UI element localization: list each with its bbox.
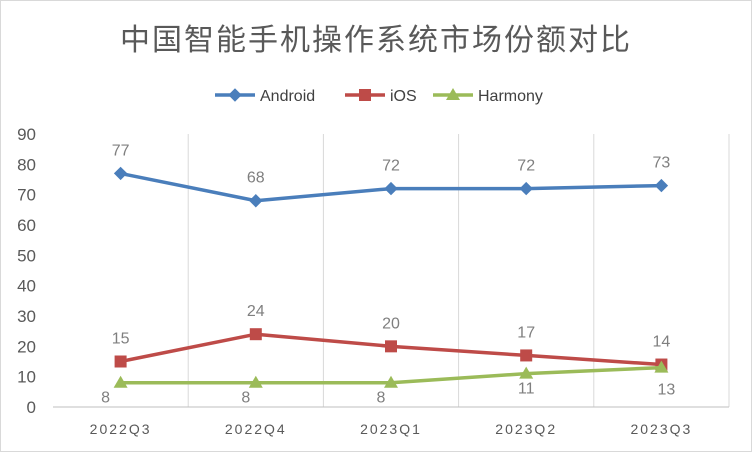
data-label: 24 <box>247 303 265 320</box>
data-label: 68 <box>247 170 265 187</box>
series-android <box>113 166 669 208</box>
data-label: 15 <box>112 331 130 348</box>
series-ios <box>114 328 668 371</box>
y-tick-label: 20 <box>17 337 36 356</box>
legend-entry-harmony: Harmony <box>433 88 543 105</box>
y-tick-label: 90 <box>17 125 36 144</box>
legend-entry-ios: iOS <box>345 88 417 105</box>
data-label: 14 <box>653 334 671 351</box>
data-label: 8 <box>377 390 386 407</box>
data-point-marker <box>384 375 398 388</box>
data-label: 77 <box>112 142 130 159</box>
data-label: 72 <box>517 158 535 175</box>
series-harmony <box>113 360 669 388</box>
data-point-marker <box>385 340 397 353</box>
x-tick-label: 2023Q3 <box>630 421 692 437</box>
data-label: 13 <box>658 382 676 399</box>
data-label: 8 <box>241 390 250 407</box>
data-point-marker <box>249 328 262 341</box>
data-label: 8 <box>101 390 110 407</box>
data-point-marker <box>248 375 263 388</box>
y-tick-label: 50 <box>17 246 36 265</box>
y-tick-label: 30 <box>17 307 36 326</box>
legend-label: Android <box>260 88 315 105</box>
data-point-marker <box>113 166 128 181</box>
data-point-marker <box>359 89 371 101</box>
data-label: 20 <box>382 315 400 332</box>
data-point-marker <box>249 194 263 208</box>
x-tick-label: 2023Q2 <box>495 421 557 437</box>
data-point-marker <box>114 355 127 368</box>
x-tick-label: 2022Q4 <box>225 421 287 437</box>
x-tick-label: 2023Q1 <box>360 421 422 437</box>
data-label: 11 <box>518 381 535 398</box>
data-point-marker <box>113 375 128 388</box>
data-point-marker <box>520 349 533 362</box>
y-tick-label: 80 <box>17 155 36 174</box>
data-point-marker <box>654 178 669 193</box>
x-tick-label: 2022Q3 <box>90 421 152 437</box>
legend: Android iOS Harmony <box>215 88 543 105</box>
y-tick-label: 70 <box>17 186 36 205</box>
data-point-marker <box>519 181 533 196</box>
data-point-marker <box>384 181 398 196</box>
data-label: 72 <box>382 158 400 175</box>
legend-label: iOS <box>390 88 417 105</box>
data-label: 73 <box>653 155 671 172</box>
data-label: 17 <box>517 324 535 341</box>
chart-title: 中国智能手机操作系统市场份额对比 <box>120 23 632 58</box>
y-tick-label: 0 <box>27 398 36 417</box>
y-tick-label: 60 <box>17 216 36 235</box>
label-layer: 77 68 72 72 73 15 24 20 17 14 8 8 8 11 13 <box>101 142 675 406</box>
grid-layer <box>187 134 730 407</box>
y-tick-label: 40 <box>17 277 36 296</box>
legend-entry-android: Android <box>215 88 315 105</box>
data-point-marker <box>228 88 242 102</box>
series-layer <box>113 166 669 388</box>
y-tick-label: 10 <box>17 368 36 387</box>
legend-label: Harmony <box>478 88 543 105</box>
data-point-marker <box>446 88 460 100</box>
data-point-marker <box>654 360 669 373</box>
data-point-marker <box>519 366 534 379</box>
